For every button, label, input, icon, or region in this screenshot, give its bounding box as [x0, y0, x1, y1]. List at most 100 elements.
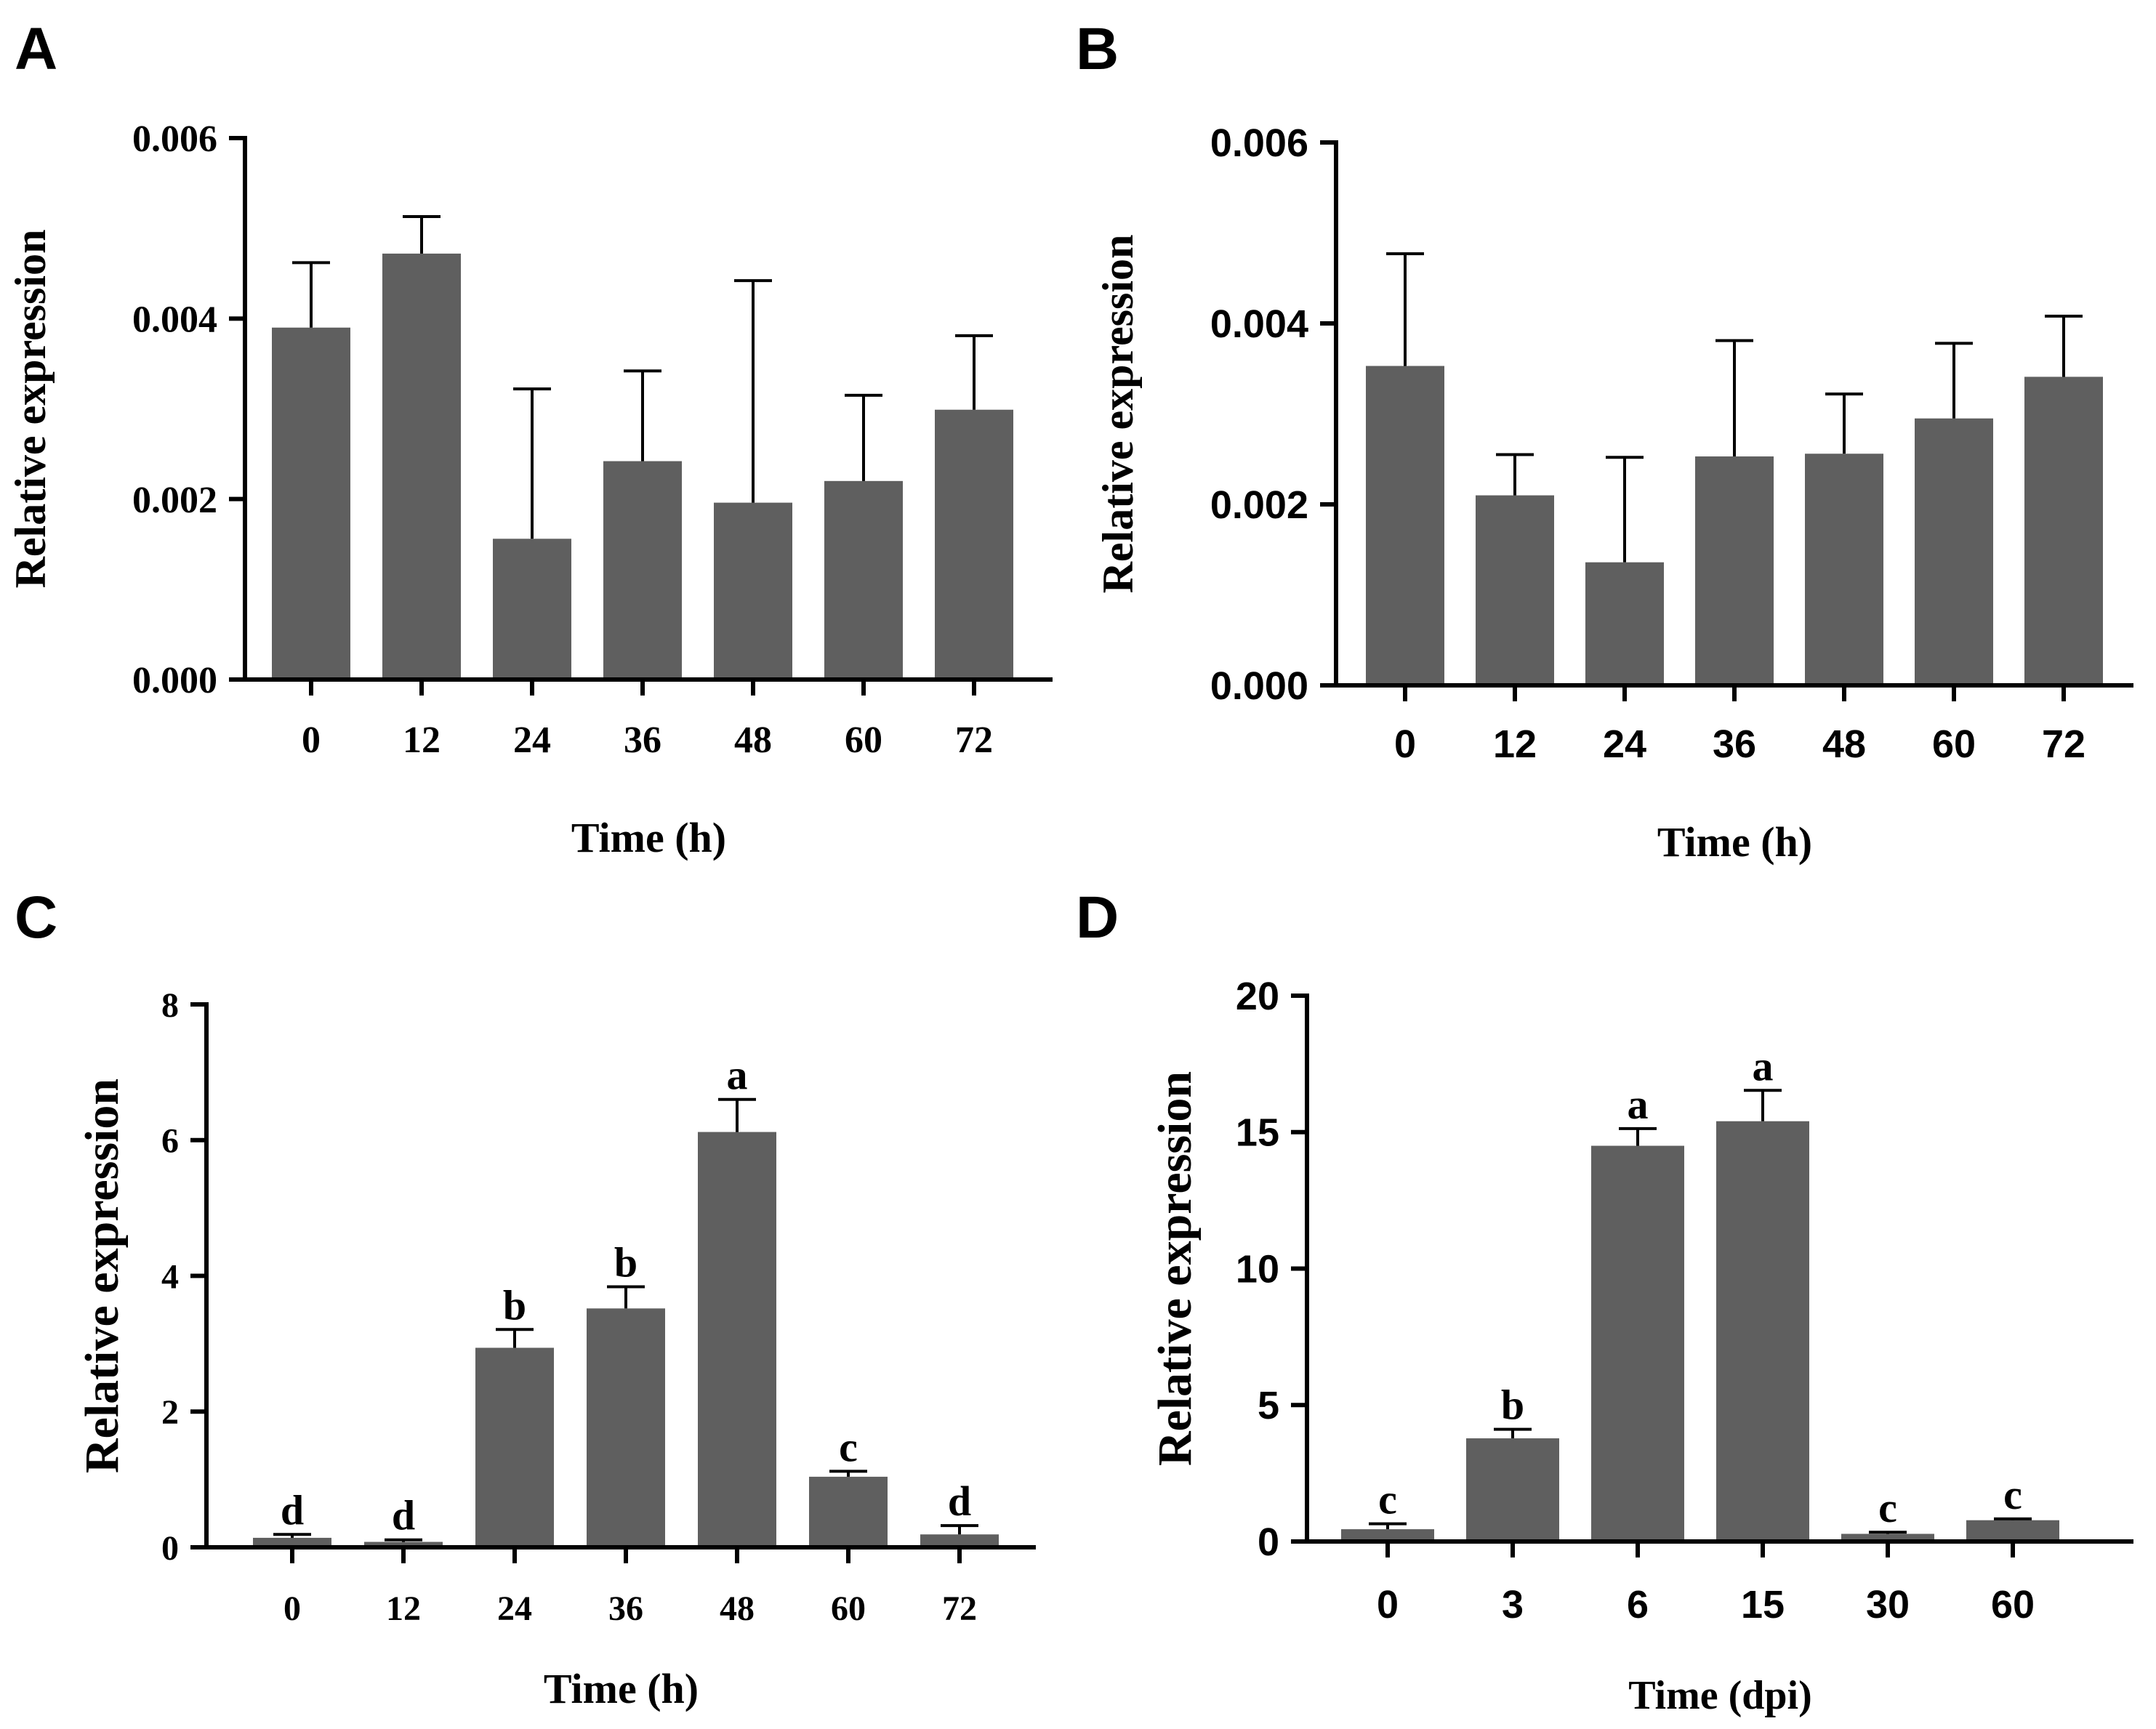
x-tick-label: 60 [1932, 722, 1976, 766]
x-axis-title: Time (dpi) [1628, 1673, 1812, 1718]
x-tick-label: 30 [1866, 1583, 1910, 1627]
bar [1915, 418, 1993, 685]
x-tick-label: 0 [302, 720, 321, 761]
significance-letter: c [839, 1423, 858, 1470]
x-tick-label: 36 [1713, 722, 1756, 766]
significance-letter: a [1628, 1081, 1649, 1128]
significance-letter: b [614, 1238, 637, 1286]
x-tick-label: 0 [1377, 1583, 1399, 1627]
x-tick-label: 72 [955, 720, 993, 761]
panel-letter: A [15, 16, 57, 82]
y-tick-label: 0.002 [132, 480, 217, 521]
bar [364, 1541, 443, 1547]
bar [1591, 1145, 1684, 1541]
bar [698, 1132, 776, 1547]
bar [272, 327, 350, 680]
bar [1466, 1438, 1559, 1541]
significance-letter: b [1501, 1382, 1524, 1429]
x-tick-label: 48 [720, 1589, 755, 1628]
y-tick-label: 8 [161, 986, 179, 1025]
y-tick-label: 0.006 [1210, 121, 1308, 165]
bar [1966, 1520, 2059, 1541]
x-tick-label: 60 [845, 720, 882, 761]
x-tick-label: 12 [1493, 722, 1537, 766]
bar [1716, 1121, 1809, 1541]
y-tick-label: 0.006 [132, 118, 217, 160]
x-tick-label: 24 [497, 1589, 532, 1628]
y-axis-title: Relative expression [1094, 235, 1142, 594]
y-tick-label: 0 [161, 1529, 179, 1568]
panel-b: B 0.000 0.002 0.004 0.006 0 12 24 36 48 60 72 Time (… [1076, 16, 2133, 866]
x-tick-label: 60 [1991, 1583, 2035, 1627]
x-tick-label: 60 [831, 1589, 866, 1628]
y-tick-label: 0.004 [1210, 302, 1308, 346]
panel-letter: C [15, 884, 57, 951]
x-tick-label: 72 [942, 1589, 977, 1628]
bar [1366, 366, 1444, 685]
x-tick-label: 0 [1394, 722, 1416, 766]
bar [1841, 1533, 1934, 1541]
significance-letter: c [1878, 1484, 1897, 1531]
bar [1585, 562, 1664, 685]
bar [475, 1347, 554, 1547]
significance-letter: b [503, 1281, 526, 1329]
x-tick-label: 48 [734, 720, 772, 761]
x-tick-label: 24 [1603, 722, 1646, 766]
panel-d: Dc b a a c c 0 5 10 15 20 0 3 6 15 30 60 Time (dpi) Relati… [1076, 884, 2133, 1718]
panel-a: A 0.000 0.002 0.004 0.006 0 12 24 36 48 60 72 Time (… [7, 16, 1053, 861]
significance-letter: c [1378, 1476, 1397, 1523]
bar [1341, 1529, 1434, 1541]
bar [1695, 456, 1774, 685]
y-axis-title: Relative expression [7, 230, 55, 589]
bar [1805, 454, 1883, 685]
bar [920, 1534, 999, 1547]
x-axis-title: Time (h) [544, 1665, 699, 1712]
x-tick-label: 72 [2042, 722, 2085, 766]
significance-letter: d [281, 1486, 304, 1533]
y-axis-title: Relative expression [1149, 1071, 1202, 1466]
significance-letter: d [392, 1492, 415, 1539]
y-tick-label: 20 [1236, 975, 1279, 1018]
significance-letter: c [2003, 1471, 2022, 1518]
x-axis-title: Time (h) [571, 814, 726, 861]
x-tick-label: 36 [624, 720, 661, 761]
panel-letter: D [1076, 884, 1119, 951]
x-tick-label: 6 [1627, 1583, 1649, 1627]
x-tick-label: 24 [513, 720, 551, 761]
bar [809, 1476, 888, 1547]
y-tick-label: 10 [1236, 1247, 1279, 1291]
x-tick-label: 48 [1822, 722, 1866, 766]
bar [1476, 495, 1554, 685]
bar [587, 1308, 665, 1547]
y-tick-label: 6 [161, 1122, 179, 1161]
significance-letter: a [727, 1052, 748, 1099]
y-tick-label: 0 [1258, 1520, 1279, 1564]
y-tick-label: 2 [161, 1393, 179, 1432]
x-tick-label: 3 [1502, 1583, 1524, 1627]
y-tick-label: 15 [1236, 1111, 1279, 1155]
x-axis-title: Time (h) [1657, 818, 1812, 866]
x-tick-label: 0 [283, 1589, 301, 1628]
bar [935, 409, 1013, 680]
x-tick-label: 15 [1741, 1583, 1785, 1627]
x-tick-label: 12 [386, 1589, 421, 1628]
bar [253, 1537, 331, 1547]
significance-letter: d [948, 1478, 971, 1525]
bar [603, 461, 682, 680]
bar [714, 502, 792, 680]
y-tick-label: 0.004 [132, 299, 217, 341]
y-axis-title: Relative expression [76, 1079, 129, 1473]
y-tick-label: 0.000 [132, 660, 217, 701]
significance-letter: a [1753, 1042, 1774, 1089]
bar [493, 539, 571, 680]
y-tick-label: 4 [161, 1257, 179, 1296]
y-tick-label: 0.000 [1210, 664, 1308, 708]
y-tick-label: 0.002 [1210, 483, 1308, 527]
bar [2024, 376, 2103, 685]
y-tick-label: 5 [1258, 1384, 1279, 1427]
bar [824, 480, 903, 680]
x-tick-label: 36 [608, 1589, 643, 1628]
bar [382, 253, 461, 680]
panel-letter: B [1076, 16, 1119, 82]
